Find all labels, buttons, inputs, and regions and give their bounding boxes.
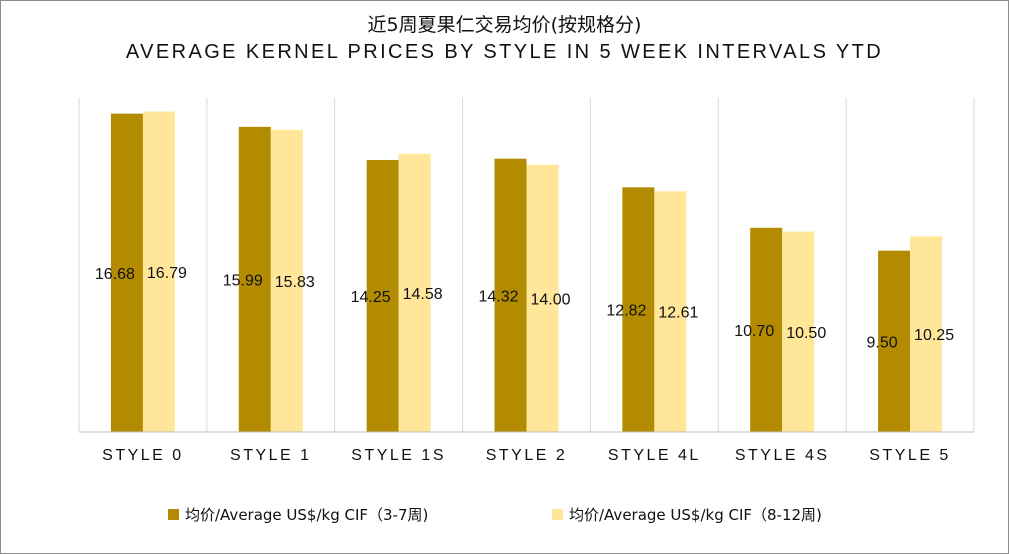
bar-series-2-style-4l	[654, 191, 687, 432]
data-label-series-2: 14.00	[530, 291, 570, 308]
bar-series-1-style-1	[238, 126, 271, 432]
x-tick-label: STYLE 4S	[735, 447, 830, 464]
bar-series-2-style-5	[910, 236, 943, 432]
data-label-series-2: 16.79	[147, 265, 187, 282]
bar-series-1-style-2	[494, 158, 527, 432]
x-tick-label: STYLE 2	[486, 447, 568, 464]
data-label-series-1: 15.99	[223, 272, 263, 289]
bar-series-1-style-4l	[622, 187, 655, 432]
bar-series-1-style-0	[110, 113, 143, 433]
data-label-series-1: 16.68	[95, 266, 135, 283]
data-label-series-2: 15.83	[275, 274, 315, 291]
x-tick-label: STYLE 1S	[351, 447, 446, 464]
bar-series-2-style-2	[526, 164, 559, 433]
data-label-series-1: 12.82	[606, 303, 646, 320]
bar-series-1-style-5	[878, 250, 911, 432]
bar-series-2-style-4s	[782, 231, 815, 432]
x-tick-label: STYLE 5	[869, 447, 951, 464]
legend-swatch-series-1	[168, 509, 179, 520]
x-tick-label: STYLE 1	[230, 447, 312, 464]
legend-swatch-series-2	[552, 509, 563, 520]
bar-series-2-style-1	[270, 129, 303, 432]
data-label-series-2: 12.61	[658, 305, 698, 322]
data-label-series-1: 14.25	[351, 289, 391, 306]
data-label-series-1: 10.70	[734, 323, 774, 340]
bar-series-1-style-4s	[750, 227, 783, 432]
chart-title-english: AVERAGE KERNEL PRICES BY STYLE IN 5 WEEK…	[125, 41, 884, 63]
data-label-series-1: 9.50	[867, 334, 898, 351]
legend-label-series-1: 均价/Average US$/kg CIF（3-7周)	[185, 506, 429, 524]
data-label-series-2: 10.25	[914, 327, 954, 344]
data-label-series-1: 14.32	[478, 288, 518, 305]
bar-series-2-style-1s	[398, 153, 431, 432]
data-label-series-2: 14.58	[403, 286, 443, 303]
data-label-series-2: 10.50	[786, 325, 826, 342]
x-tick-label: STYLE 4L	[608, 447, 701, 464]
legend-item-series-2: 均价/Average US$/kg CIF（8-12周)	[552, 504, 822, 525]
legend-label-series-2: 均价/Average US$/kg CIF（8-12周)	[569, 506, 822, 524]
bar-series-1-style-1s	[366, 160, 399, 432]
bar-series-2-style-0	[142, 111, 175, 433]
legend-item-series-1: 均价/Average US$/kg CIF（3-7周)	[168, 504, 428, 525]
chart-title-chinese: 近5周夏果仁交易均价(按规格分)	[367, 14, 642, 36]
x-tick-label: STYLE 0	[102, 447, 184, 464]
